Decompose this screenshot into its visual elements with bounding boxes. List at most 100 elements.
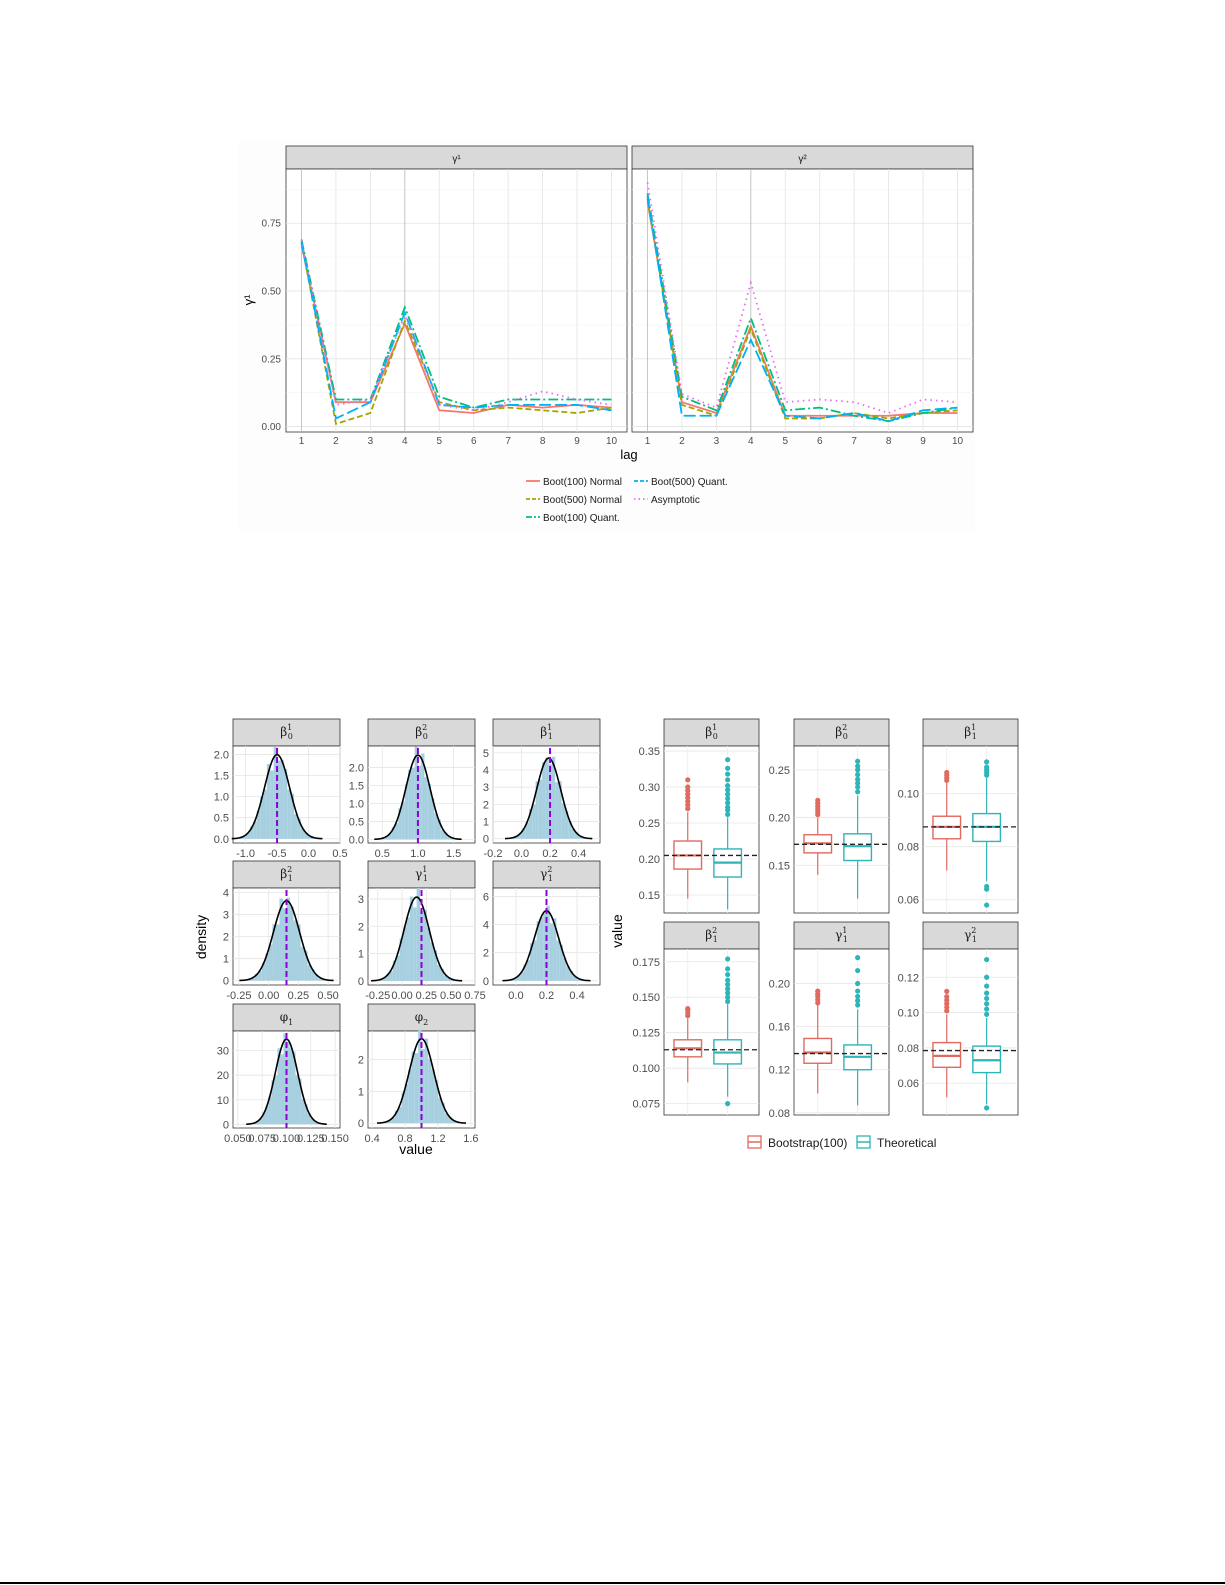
- y-tick-label: 6: [483, 891, 489, 903]
- histogram-bar: [297, 924, 301, 981]
- outlier-point: [944, 988, 950, 994]
- outlier-point: [725, 971, 731, 978]
- histogram-bar: [260, 796, 264, 839]
- histogram-bar: [447, 977, 451, 981]
- x-tick-label: 1.0: [410, 848, 425, 860]
- histogram-bar: [395, 823, 399, 840]
- histogram-bar: [519, 832, 523, 839]
- histogram-bar: [389, 971, 393, 981]
- outlier-point: [984, 995, 990, 1002]
- histogram-bar: [265, 1106, 269, 1125]
- histogram-bar: [408, 1069, 412, 1124]
- strip-symbol: β: [964, 725, 971, 739]
- x-tick-label: 0.0: [301, 848, 316, 860]
- outlier-point: [725, 966, 731, 972]
- y-tick-label: 0.08: [898, 842, 919, 854]
- strip-superscript: 1: [971, 723, 976, 732]
- histogram-bar: [310, 837, 315, 839]
- y-tick-label: 1.0: [349, 798, 364, 810]
- histogram-bar: [399, 938, 404, 981]
- y-axis-title: value: [609, 914, 625, 948]
- outlier-point: [725, 804, 731, 810]
- histogram-bar: [385, 974, 390, 981]
- histogram-bar: [438, 1097, 442, 1124]
- histogram-bar: [398, 808, 402, 840]
- y-tick-label: 1.5: [349, 781, 364, 793]
- histogram-bar: [574, 832, 579, 839]
- histogram-bar: [401, 1092, 405, 1124]
- facet-label: γ¹: [452, 154, 461, 165]
- facet-strip: [367, 860, 476, 889]
- outlier-point: [725, 795, 731, 802]
- histogram-bar: [418, 1029, 422, 1124]
- y-tick-label: 0.075: [632, 1099, 660, 1111]
- facet-strip: [232, 860, 341, 889]
- y-tick-label: 0: [358, 1118, 364, 1130]
- strip-superscript: 2: [287, 865, 292, 874]
- strip-superscript: 1: [287, 723, 292, 732]
- series-line-boot-500-normal: [300, 242, 612, 426]
- histogram-bar: [523, 964, 527, 981]
- outlier-point: [815, 797, 821, 803]
- histogram-bar: [558, 781, 562, 839]
- strip-symbol: γ: [415, 867, 422, 881]
- panel-border: [663, 948, 760, 1116]
- x-tick-label: 2: [679, 436, 685, 447]
- histogram-bar: [559, 944, 563, 981]
- x-tick-label: -0.25: [365, 990, 390, 1002]
- histogram-bar: [295, 1075, 299, 1125]
- x-tick-label: 0.00: [391, 990, 412, 1002]
- x-tick-label: 8: [540, 436, 546, 447]
- histogram-bar: [403, 927, 407, 981]
- outlier-point: [685, 791, 691, 797]
- histogram-bar: [424, 777, 428, 840]
- histogram-bar: [553, 918, 557, 981]
- histogram-bar: [272, 924, 276, 981]
- histogram-bar: [382, 977, 386, 981]
- histogram-bar: [396, 955, 400, 981]
- histogram-bar: [515, 835, 520, 839]
- outlier-point: [984, 990, 990, 996]
- histogram-bar: [280, 1054, 284, 1125]
- y-tick-label: 0.06: [898, 895, 919, 907]
- y-tick-label: 2: [483, 799, 489, 811]
- legend-label: Boot(100) Quant.: [543, 513, 620, 524]
- outlier-point: [984, 1011, 990, 1017]
- y-tick-label: 0.20: [639, 854, 660, 866]
- outlier-point: [725, 771, 731, 777]
- legend-label: Boot(500) Quant.: [651, 477, 728, 488]
- strip-superscript: 1: [842, 926, 847, 935]
- strip-subscript: 0: [843, 732, 848, 741]
- histogram-bar: [543, 913, 547, 981]
- histogram-bar: [546, 905, 550, 981]
- density-curve: [504, 757, 593, 840]
- histogram-bar: [564, 810, 569, 839]
- histogram-bar: [290, 793, 295, 839]
- y-tick-label: 0.12: [898, 972, 919, 984]
- histogram-bar: [388, 833, 392, 840]
- histogram-bar: [253, 1122, 257, 1125]
- y-tick-label: 4: [483, 765, 489, 777]
- x-axis-title: lag: [620, 447, 637, 462]
- x-tick-label: 0.5: [375, 848, 390, 860]
- strip-subscript: 1: [423, 874, 428, 883]
- histogram-bar: [417, 765, 422, 840]
- outlier-point: [944, 769, 950, 776]
- histogram-bar: [268, 944, 273, 981]
- strip-superscript: 2: [547, 865, 552, 874]
- strip-subscript: 0: [713, 732, 718, 741]
- histogram-bar: [411, 767, 415, 840]
- histogram-bar: [290, 906, 294, 981]
- histogram-bar: [280, 760, 284, 839]
- histogram-bar: [545, 757, 549, 839]
- x-tick-label: 6: [817, 436, 823, 447]
- histogram-bar: [421, 753, 425, 840]
- histogram-bar: [246, 833, 250, 839]
- histogram-bar: [283, 769, 288, 839]
- strip-label: γ2 1: [540, 865, 553, 883]
- y-tick-label: 30: [217, 1046, 229, 1058]
- density-curve: [374, 754, 462, 841]
- x-tick-label: 1.5: [446, 848, 461, 860]
- posterior-density-histograms: β1 00.00.51.01.52.0-1.0 -0.5 0.0 0.5β2 00.00.…: [193, 718, 601, 1157]
